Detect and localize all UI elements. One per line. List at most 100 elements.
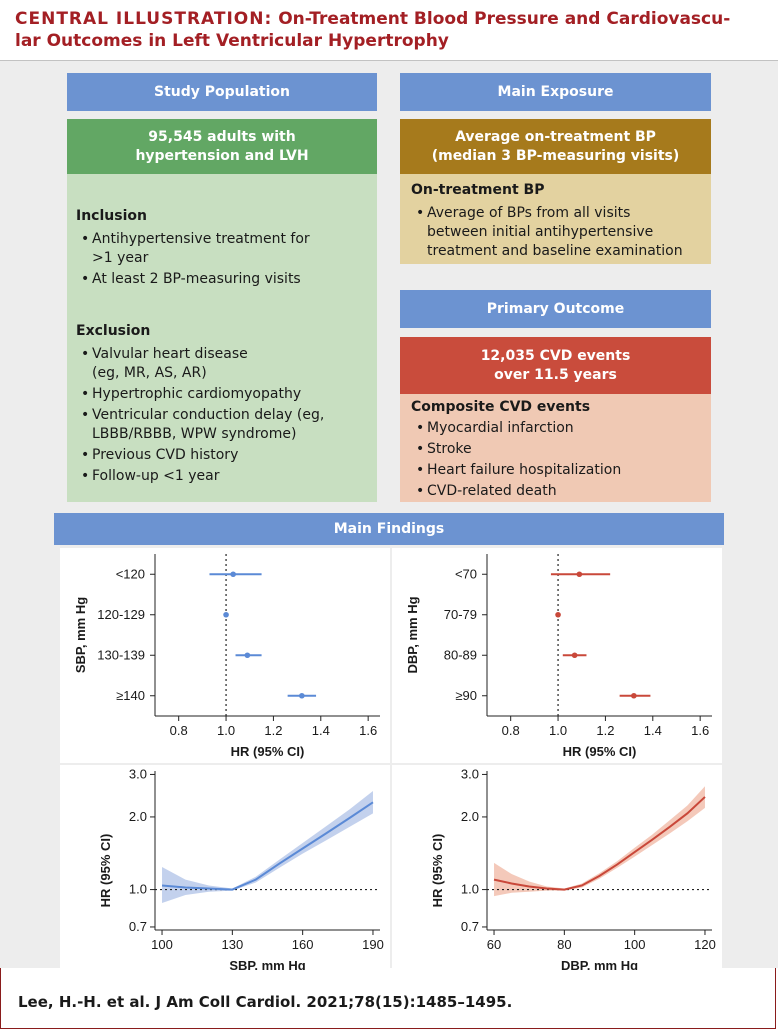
x-tick-label: 1.2 <box>264 723 282 738</box>
figure-label: CENTRAL ILLUSTRATION: <box>15 9 273 29</box>
x-tick-label: 1.6 <box>691 723 709 738</box>
main-findings-heading: Main Findings <box>54 513 724 545</box>
ci-band <box>494 786 705 897</box>
x-tick-label: 1.0 <box>217 723 235 738</box>
x-tick-label: 80 <box>557 937 571 952</box>
inclusion-list: Antihypertensive treatment for >1 year A… <box>76 230 316 291</box>
exclusion-item: Hypertrophic cardiomyopathy <box>76 385 356 404</box>
outcome-detail-title: Composite CVD events <box>411 399 591 415</box>
main-exposure-heading: Main Exposure <box>400 73 711 111</box>
y-tick-label: 80-89 <box>444 647 477 662</box>
primary-outcome-detail: Composite CVD events Myocardial infarcti… <box>400 394 711 502</box>
y-axis-title: DBP, mm Hg <box>405 596 420 673</box>
outcome-line1: 12,035 CVD events <box>480 347 631 364</box>
outcome-detail-list: Myocardial infarction Stroke Heart failu… <box>411 419 691 503</box>
y-tick-label: 0.7 <box>461 919 479 934</box>
hr-point <box>576 571 583 578</box>
y-axis-title: HR (95% CI) <box>98 834 113 908</box>
x-axis-title: SBP, mm Hg <box>229 958 305 970</box>
hr-point <box>571 652 578 659</box>
title-line2: lar Outcomes in Left Ventricular Hypertr… <box>15 31 449 51</box>
x-axis-title: DBP, mm Hg <box>561 958 638 970</box>
citation: Lee, H.-H. et al. J Am Coll Cardiol. 202… <box>18 993 513 1011</box>
y-tick-label: 3.0 <box>129 766 147 781</box>
study-population-criteria: Inclusion Antihypertensive treatment for… <box>67 174 377 502</box>
y-tick-label: 1.0 <box>461 882 479 897</box>
y-tick-label: 70-79 <box>444 607 477 622</box>
y-tick-label: 0.7 <box>129 919 147 934</box>
outcome-detail-item: Heart failure hospitalization <box>411 461 691 480</box>
sbp-spline-plot: 3.0 2.0 1.0 0.7 100 130 160 190 SBP, mm Hg HR (95… <box>60 765 390 970</box>
exposure-detail-title: On-treatment BP <box>411 182 545 198</box>
exposure-line1: Average on-treatment BP <box>455 128 656 145</box>
x-tick-label: 1.4 <box>312 723 330 738</box>
x-axis-title: HR (95% CI) <box>563 744 637 759</box>
y-tick-label: 130-139 <box>97 647 145 662</box>
y-tick-label: 3.0 <box>461 766 479 781</box>
x-tick-label: 160 <box>292 937 314 952</box>
hr-curve <box>493 796 706 891</box>
x-tick-label: 190 <box>362 937 384 952</box>
x-tick-label: 60 <box>487 937 501 952</box>
y-tick-label: 2.0 <box>461 809 479 824</box>
x-tick-label: 1.0 <box>549 723 567 738</box>
x-tick-label: 1.6 <box>359 723 377 738</box>
outcome-detail-item: CVD-related death <box>411 482 691 501</box>
y-tick-label: 1.0 <box>129 882 147 897</box>
x-tick-label: 100 <box>151 937 173 952</box>
exclusion-item: Previous CVD history <box>76 446 356 465</box>
study-population-heading: Study Population <box>67 73 377 111</box>
exclusion-title: Exclusion <box>76 323 151 339</box>
y-tick-label: <70 <box>455 566 477 581</box>
outcome-detail-item: Myocardial infarction <box>411 419 691 438</box>
hr-curve <box>161 801 374 891</box>
y-tick-label: ≥90 <box>455 688 477 703</box>
title-line1: On-Treatment Blood Pressure and Cardiova… <box>278 9 731 29</box>
header: CENTRAL ILLUSTRATION: On-Treatment Blood… <box>0 0 778 61</box>
outcome-detail-item: Stroke <box>411 440 691 459</box>
sbp-forest-plot: 0.8 1.0 1.2 1.4 1.6 <120 120-129 130-139 ≥140 HR … <box>60 548 390 763</box>
y-axis-title: SBP, mm Hg <box>73 597 88 673</box>
exclusion-item: Valvular heart disease (eg, MR, AS, AR) <box>76 345 277 383</box>
y-tick-label: 120-129 <box>97 607 145 622</box>
y-tick-label: <120 <box>116 566 145 581</box>
main-exposure-summary: Average on-treatment BP (median 3 BP-mea… <box>400 119 711 174</box>
count-line2: hypertension and LVH <box>135 147 309 164</box>
inclusion-item: Antihypertensive treatment for >1 year <box>76 230 316 268</box>
hr-point <box>555 611 561 618</box>
study-population-count: 95,545 adults with hypertension and LVH <box>67 119 377 174</box>
inclusion-title: Inclusion <box>76 208 147 224</box>
x-tick-label: 120 <box>694 937 716 952</box>
figure-title: CENTRAL ILLUSTRATION: On-Treatment Blood… <box>15 8 765 52</box>
hr-point <box>631 692 637 699</box>
hr-point <box>244 652 251 659</box>
x-tick-label: 1.4 <box>644 723 662 738</box>
exposure-line2: (median 3 BP-measuring visits) <box>431 147 680 164</box>
main-exposure-detail: On-treatment BP Average of BPs from all … <box>400 174 711 264</box>
exclusion-list: Valvular heart disease (eg, MR, AS, AR) … <box>76 345 356 488</box>
x-tick-label: 130 <box>221 937 243 952</box>
primary-outcome-summary: 12,035 CVD events over 11.5 years <box>400 337 711 394</box>
count-line1: 95,545 adults with <box>148 128 296 145</box>
dbp-forest-plot: 0.8 1.0 1.2 1.4 1.6 <70 70-79 80-89 ≥90 HR (95% C… <box>392 548 722 763</box>
x-tick-label: 0.8 <box>502 723 520 738</box>
y-tick-label: ≥140 <box>116 688 145 703</box>
primary-outcome-heading: Primary Outcome <box>400 290 711 328</box>
ci-band <box>162 791 373 903</box>
x-tick-label: 0.8 <box>170 723 188 738</box>
y-axis-title: HR (95% CI) <box>430 834 445 908</box>
dbp-spline-plot: 3.0 2.0 1.0 0.7 60 80 100 120 DBP, mm Hg HR (95% … <box>392 765 722 970</box>
exclusion-item: Follow-up <1 year <box>76 467 356 486</box>
hr-point <box>230 571 236 578</box>
exclusion-item: Ventricular conduction delay (eg, LBBB/R… <box>76 406 342 444</box>
x-tick-label: 100 <box>624 937 646 952</box>
exposure-detail-item: Average of BPs from all visits between i… <box>411 204 691 261</box>
inclusion-item: At least 2 BP-measuring visits <box>76 270 316 289</box>
x-axis-title: HR (95% CI) <box>231 744 305 759</box>
y-tick-label: 2.0 <box>129 809 147 824</box>
exposure-detail-list: Average of BPs from all visits between i… <box>411 204 691 263</box>
hr-point <box>299 692 305 699</box>
outcome-line2: over 11.5 years <box>494 366 617 383</box>
x-tick-label: 1.2 <box>596 723 614 738</box>
hr-point <box>223 611 229 618</box>
